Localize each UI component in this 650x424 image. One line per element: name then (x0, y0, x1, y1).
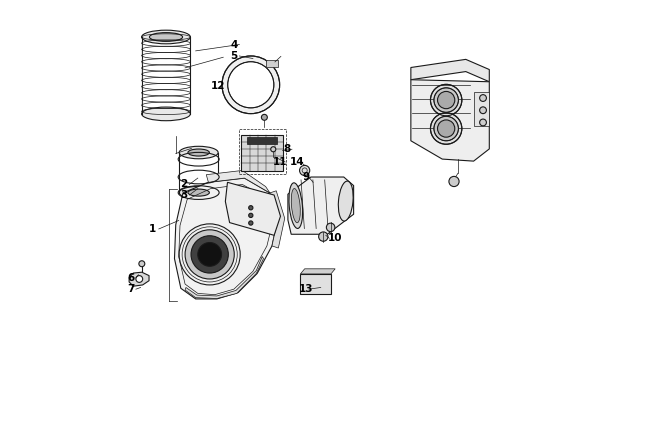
Polygon shape (411, 80, 489, 161)
Circle shape (222, 56, 280, 114)
Circle shape (179, 224, 240, 285)
Text: 8: 8 (283, 144, 291, 154)
Ellipse shape (188, 189, 209, 196)
Ellipse shape (338, 181, 353, 221)
Ellipse shape (142, 30, 190, 44)
Ellipse shape (179, 187, 218, 199)
Polygon shape (474, 92, 489, 126)
Polygon shape (288, 177, 354, 234)
Circle shape (261, 114, 267, 120)
Text: 3: 3 (181, 190, 188, 200)
Polygon shape (411, 59, 489, 82)
Polygon shape (174, 178, 278, 299)
Bar (241, 135, 283, 170)
Circle shape (227, 62, 274, 108)
Text: 6: 6 (127, 273, 135, 283)
Circle shape (318, 232, 328, 241)
Ellipse shape (179, 146, 218, 159)
Circle shape (139, 261, 145, 267)
Text: 4: 4 (230, 39, 237, 50)
Circle shape (300, 165, 310, 176)
Polygon shape (185, 257, 263, 298)
Polygon shape (226, 182, 281, 235)
Text: 2: 2 (181, 179, 188, 190)
Circle shape (434, 88, 458, 112)
Bar (248, 137, 277, 144)
Circle shape (480, 95, 486, 101)
Circle shape (326, 223, 335, 232)
Ellipse shape (188, 149, 209, 156)
Text: 12: 12 (211, 81, 226, 91)
Circle shape (185, 230, 234, 279)
Circle shape (249, 206, 253, 210)
Circle shape (136, 276, 143, 282)
Circle shape (249, 213, 253, 218)
Text: 10: 10 (328, 233, 342, 243)
Polygon shape (300, 269, 335, 274)
Polygon shape (206, 170, 270, 193)
Text: 1: 1 (148, 224, 155, 234)
Bar (239, 129, 285, 174)
Circle shape (437, 92, 455, 109)
Bar (266, 60, 278, 67)
Circle shape (249, 221, 253, 225)
Text: 14: 14 (290, 157, 305, 167)
Circle shape (198, 243, 222, 266)
Ellipse shape (289, 183, 303, 229)
Ellipse shape (142, 107, 190, 121)
Circle shape (271, 147, 276, 152)
Text: 7: 7 (127, 284, 135, 294)
Circle shape (480, 107, 486, 114)
Ellipse shape (150, 33, 183, 42)
Text: 9: 9 (302, 172, 309, 182)
Polygon shape (270, 191, 285, 248)
Ellipse shape (291, 189, 300, 223)
Circle shape (449, 176, 459, 187)
Circle shape (430, 113, 462, 144)
Polygon shape (129, 272, 149, 286)
Circle shape (480, 119, 486, 126)
Circle shape (191, 236, 228, 273)
Bar (300, 274, 331, 294)
Circle shape (437, 120, 455, 137)
Text: 5: 5 (230, 51, 237, 61)
Text: 13: 13 (298, 284, 313, 294)
Circle shape (430, 84, 462, 116)
Circle shape (434, 116, 458, 141)
Text: 11: 11 (273, 157, 288, 167)
